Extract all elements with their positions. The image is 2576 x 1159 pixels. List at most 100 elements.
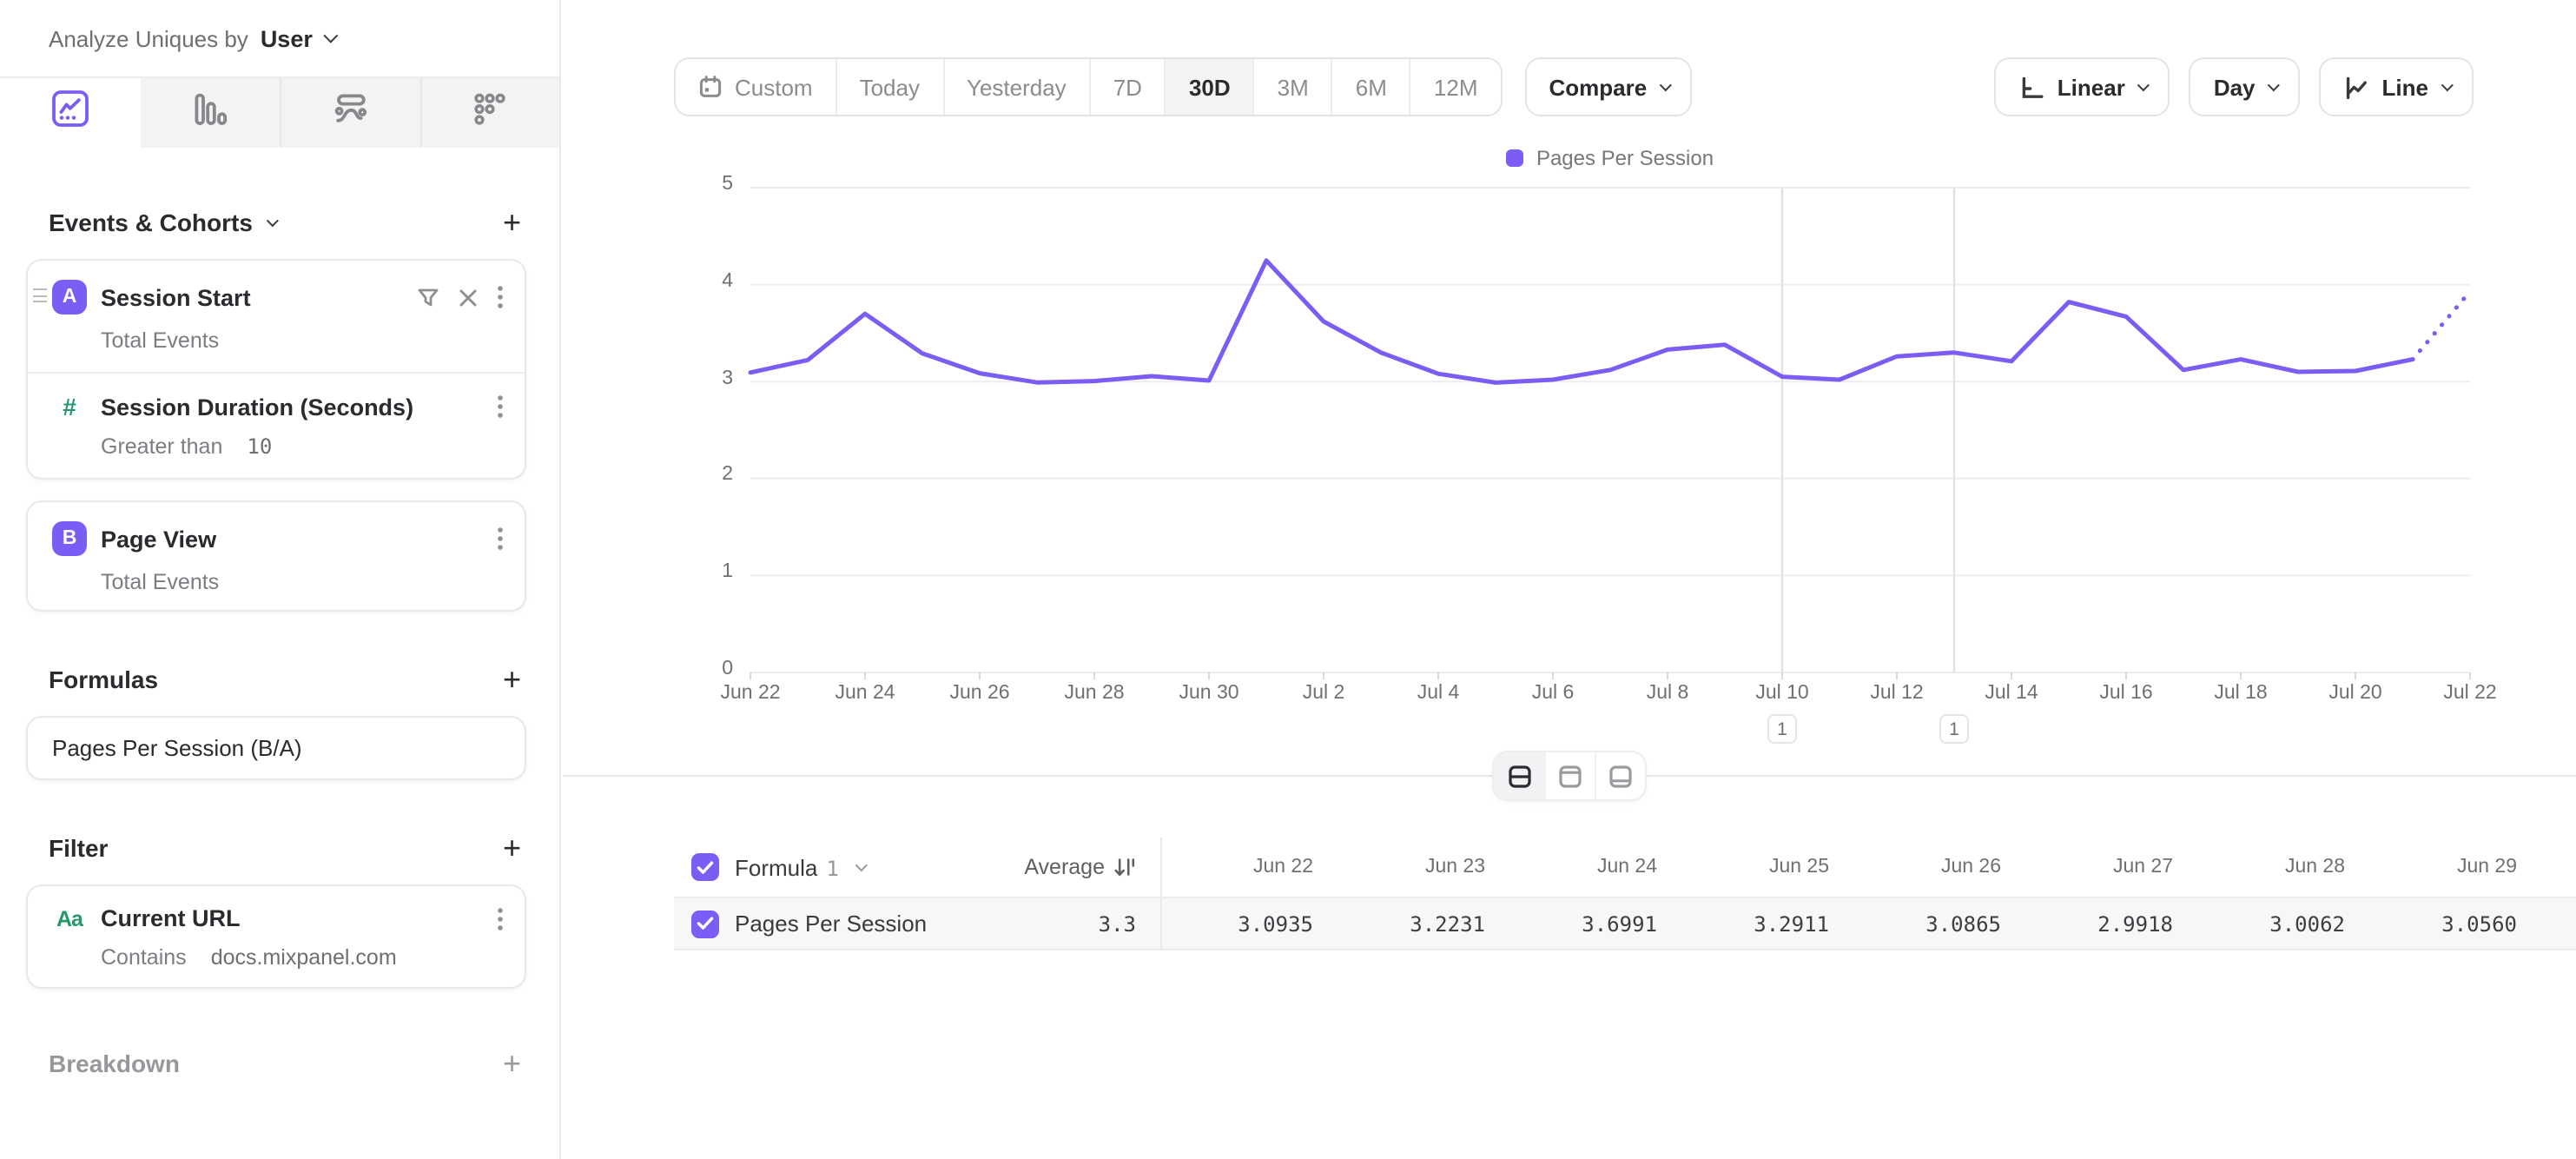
range-6m[interactable]: 6M <box>1331 59 1410 115</box>
kebab-menu-icon[interactable] <box>497 906 504 931</box>
chart-plot[interactable] <box>748 187 2473 681</box>
x-tick-label: Jul 16 <box>2099 683 2153 704</box>
property-value[interactable]: 10 <box>247 434 273 459</box>
table-cell-value: 3.0062 <box>2269 911 2345 936</box>
table-cell-value: 3.2911 <box>1754 911 1829 936</box>
x-tick-label: Jul 14 <box>1985 683 2038 704</box>
tab-flows[interactable] <box>280 78 419 148</box>
table-column-header[interactable]: Jun 29 <box>2456 857 2517 878</box>
range-3m[interactable]: 3M <box>1252 59 1331 115</box>
add-breakdown-button[interactable]: + <box>502 1046 521 1081</box>
event-row-page-view[interactable]: B Page View Total Events <box>28 502 525 610</box>
query-builder-content: Events & Cohorts + A Session Start <box>0 207 559 1079</box>
table-column-header[interactable]: Jun 27 <box>2112 857 2173 878</box>
filter-title[interactable]: Current URL <box>101 905 241 931</box>
property-filter-row[interactable]: # Session Duration (Seconds) Greater tha… <box>28 372 525 478</box>
kebab-menu-icon[interactable] <box>497 285 504 309</box>
table-column-header[interactable]: Jun 26 <box>1940 857 2001 878</box>
range-yesterday[interactable]: Yesterday <box>942 59 1089 115</box>
event-card-page-view[interactable]: B Page View Total Events <box>26 500 526 612</box>
series-checkbox[interactable] <box>691 910 719 937</box>
formula-group-label[interactable]: Formula 1 <box>735 854 839 880</box>
y-tick-label: 4 <box>722 270 733 292</box>
filter-funnel-icon[interactable] <box>417 286 439 308</box>
events-section-title[interactable]: Events & Cohorts <box>49 209 280 236</box>
chart-legend[interactable]: Pages Per Session <box>750 146 2470 170</box>
event-measurement[interactable]: Total Events <box>101 328 220 353</box>
table-cell-value: 3.0865 <box>1925 911 2001 936</box>
table-column-header[interactable]: Jun 22 <box>1252 857 1313 878</box>
layout-table-view-icon[interactable] <box>1595 752 1645 799</box>
series-name[interactable]: Pages Per Session <box>735 911 928 937</box>
event-badge-a: A <box>52 280 87 315</box>
chevron-down-icon <box>2268 78 2281 91</box>
range-custom[interactable]: Custom <box>676 59 836 115</box>
x-tick-label: Jun 22 <box>720 683 781 704</box>
x-tick-label: Jul 20 <box>2328 683 2382 704</box>
x-tick-label: Jun 30 <box>1179 683 1239 704</box>
table-column-header[interactable]: Jun 24 <box>1596 857 1657 878</box>
x-tick-label: Jul 18 <box>2214 683 2268 704</box>
layout-toggle-group <box>1494 752 1645 799</box>
event-card-session-start[interactable]: A Session Start <box>26 259 526 480</box>
filter-card-current-url[interactable]: Aa Current URL Contains docs.mixpanel.co… <box>26 884 526 989</box>
event-row-session-start[interactable]: A Session Start <box>28 261 525 372</box>
add-formula-button[interactable]: + <box>502 662 521 697</box>
filter-section-title: Filter <box>49 834 109 862</box>
report-type-tabs <box>0 78 559 148</box>
x-tick-label: Jul 8 <box>1646 683 1689 704</box>
chevron-down-icon[interactable] <box>855 858 868 871</box>
table-column-header[interactable]: Jun 23 <box>1424 857 1485 878</box>
filter-value[interactable]: docs.mixpanel.com <box>210 945 397 970</box>
tab-funnels[interactable] <box>140 78 280 148</box>
tab-retention[interactable] <box>419 78 559 148</box>
sort-descending-icon[interactable] <box>1113 856 1136 878</box>
event-title[interactable]: Page View <box>101 526 217 552</box>
tab-insights[interactable] <box>0 78 140 148</box>
property-title[interactable]: Session Duration (Seconds) <box>101 394 414 420</box>
add-event-button[interactable]: + <box>502 205 521 240</box>
drag-handle-icon[interactable] <box>33 288 47 302</box>
formula-label[interactable]: Pages Per Session (B/A) <box>52 735 302 761</box>
linear-axis-icon <box>2019 74 2045 100</box>
compare-button[interactable]: Compare <box>1524 57 1693 116</box>
chart-settings-toolbar: Linear Day Line <box>1994 57 2474 116</box>
formulas-section-title: Formulas <box>49 666 159 693</box>
average-column-header[interactable]: Average <box>973 838 1160 897</box>
number-property-icon: # <box>63 393 76 421</box>
event-measurement[interactable]: Total Events <box>101 570 220 594</box>
kebab-menu-icon[interactable] <box>497 527 504 551</box>
table-column-header[interactable]: Jun 25 <box>1768 857 1829 878</box>
y-tick-label: 2 <box>722 464 733 486</box>
string-property-icon: Aa <box>56 906 83 931</box>
layout-split-view-icon[interactable] <box>1494 752 1544 799</box>
close-icon[interactable] <box>459 288 478 307</box>
range-7d[interactable]: 7D <box>1088 59 1165 115</box>
chart-type-button[interactable]: Line <box>2319 57 2474 116</box>
annotation-badge[interactable]: 1 <box>1767 714 1797 744</box>
range-30d[interactable]: 30D <box>1164 59 1253 115</box>
line-chart-icon <box>2344 74 2370 100</box>
breakdown-section-header: Breakdown + <box>49 1048 521 1079</box>
table-column-header[interactable]: Jun 28 <box>2284 857 2345 878</box>
chevron-down-icon <box>2137 78 2150 91</box>
range-12m[interactable]: 12M <box>1409 59 1501 115</box>
formula-group-checkbox[interactable] <box>691 853 719 881</box>
analyze-uniques-bar: Analyze Uniques by User <box>0 0 559 78</box>
table-cell-value: 3.2231 <box>1410 911 1485 936</box>
kebab-menu-icon[interactable] <box>497 394 504 419</box>
annotation-badge[interactable]: 1 <box>1939 714 1969 744</box>
bar-chart-icon <box>191 89 229 136</box>
y-scale-button[interactable]: Linear <box>1994 57 2170 116</box>
range-today[interactable]: Today <box>835 59 942 115</box>
event-title[interactable]: Session Start <box>101 284 251 310</box>
analyze-by-dropdown[interactable]: User <box>261 25 339 51</box>
add-filter-button[interactable]: + <box>502 831 521 865</box>
x-tick-label: Jul 12 <box>1870 683 1924 704</box>
property-operator[interactable]: Greater than <box>101 434 223 459</box>
layout-chart-view-icon[interactable] <box>1544 752 1595 799</box>
interval-button[interactable]: Day <box>2189 57 2301 116</box>
formula-card[interactable]: Pages Per Session (B/A) <box>26 716 526 780</box>
filter-operator[interactable]: Contains <box>101 945 187 970</box>
